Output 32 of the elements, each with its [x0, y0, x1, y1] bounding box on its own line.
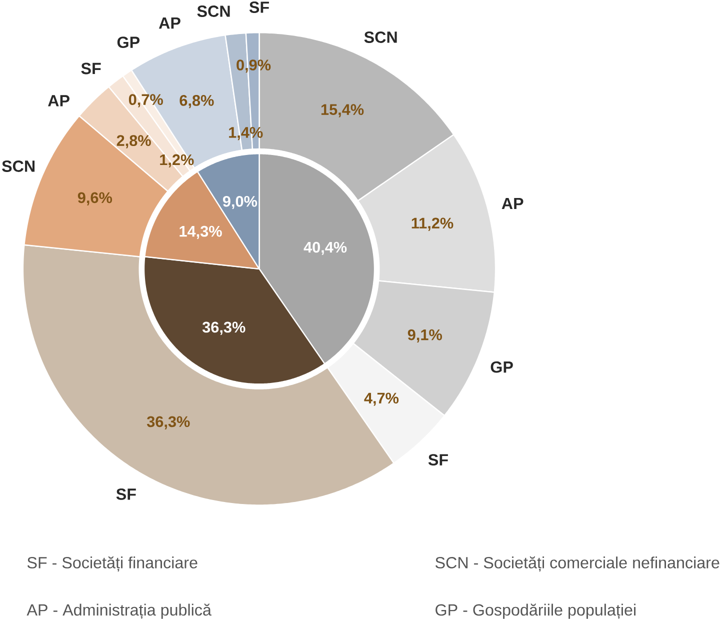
data-label: 9,6%: [78, 192, 112, 206]
data-label: 2,8%: [116, 135, 151, 148]
data-label: 11,2%: [412, 218, 454, 231]
data-label: 6,8%: [180, 95, 214, 108]
text: SF - Societăți financiare: [27, 556, 198, 572]
slice-label: SCN: [2, 160, 35, 172]
data-label: 15,4%: [321, 104, 364, 118]
data-label: 4,7%: [364, 392, 399, 406]
text: GP - Gospodăriile populației: [436, 604, 636, 619]
data-label: 36,3%: [202, 322, 246, 335]
data-label: 1,2%: [160, 154, 194, 168]
slice-label: AP: [502, 198, 524, 210]
slice-label: AP: [48, 95, 70, 106]
text: SCN - Societăți comerciale nefinanciare: [435, 556, 720, 572]
data-label: 0,9%: [236, 60, 271, 73]
slice-label: SF: [81, 62, 101, 74]
slice-label: GP: [117, 36, 140, 48]
text: AP - Administrația publică: [26, 604, 212, 619]
data-label: 1,4%: [229, 127, 263, 140]
slice-label: GP: [490, 361, 513, 373]
slice-label: SCN: [197, 6, 230, 17]
data-label: 0,7%: [128, 94, 163, 108]
slice-label: SF: [249, 2, 269, 14]
slice-label: AP: [158, 18, 180, 29]
data-label: 36,3%: [146, 416, 190, 430]
data-label: 40,4%: [304, 242, 347, 255]
data-label: 9,1%: [408, 329, 442, 343]
slice-label: SF: [428, 454, 448, 466]
data-label: 9,0%: [222, 196, 258, 210]
slice-label: SCN: [364, 32, 397, 43]
slice-label: SF: [116, 488, 136, 500]
data-label: 14,3%: [180, 226, 222, 239]
